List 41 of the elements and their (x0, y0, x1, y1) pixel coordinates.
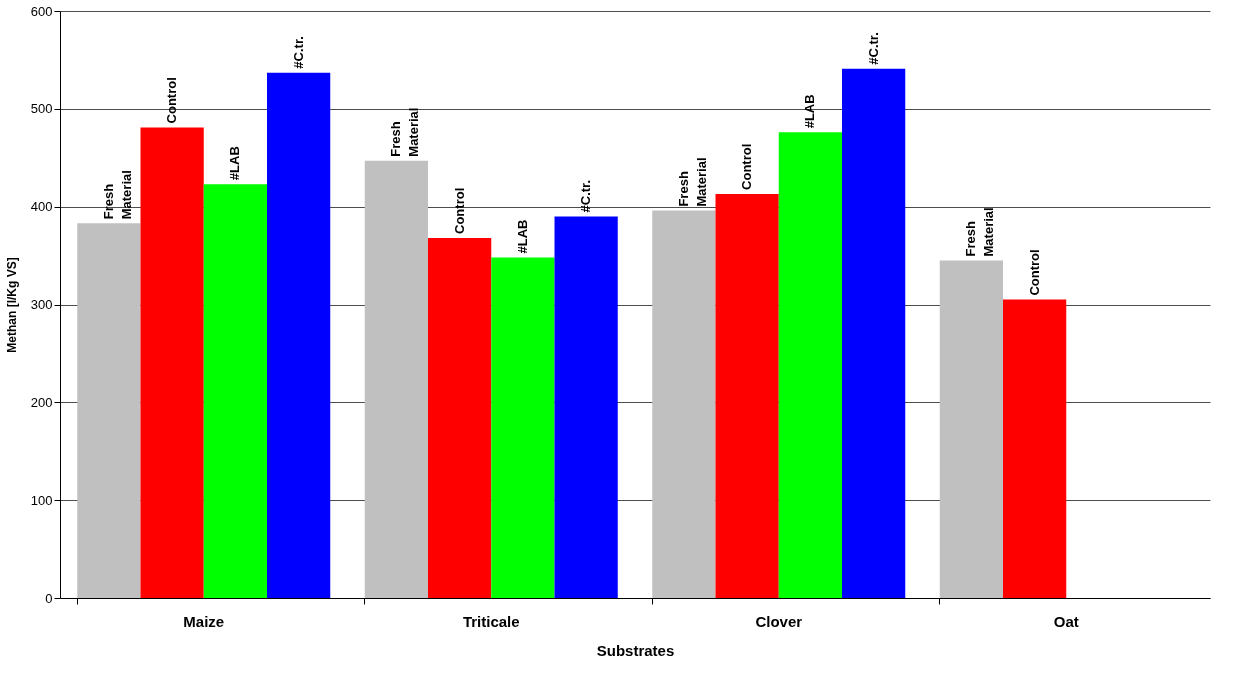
bar (554, 216, 618, 598)
y-tick-label: 300 (30, 297, 53, 312)
bar (491, 257, 555, 598)
y-tick-label: 100 (30, 492, 53, 508)
text: Control (451, 187, 467, 234)
text: Control (739, 143, 755, 190)
text: Fresh Material (100, 170, 134, 220)
text: #C.tr. (578, 179, 594, 213)
y-tick-label: 200 (30, 394, 53, 410)
bar (140, 127, 204, 598)
text: #C.tr. (865, 32, 881, 65)
y-tick-label: 600 (30, 3, 53, 19)
bar (1003, 299, 1067, 598)
y-axis-title: Methan [l/Kg VS] (4, 257, 19, 353)
x-tick-label: Oat (1053, 612, 1079, 630)
x-tick-label: Clover (755, 612, 803, 630)
bar (77, 223, 141, 598)
bar (842, 68, 906, 598)
text: #LAB (227, 146, 243, 181)
bar (715, 193, 779, 598)
bar (939, 260, 1003, 598)
bar (652, 210, 716, 598)
bar (203, 184, 267, 598)
text: #LAB (514, 219, 530, 254)
text: #LAB (802, 94, 818, 129)
y-tick-label: 500 (30, 101, 53, 117)
text: Control (1026, 249, 1042, 296)
bar (428, 237, 492, 598)
bar (267, 72, 331, 598)
text: #C.tr. (290, 36, 306, 69)
x-axis-title: Substrates (596, 641, 675, 659)
y-tick-label: 400 (30, 199, 53, 215)
x-tick-label: Triticale (462, 612, 520, 630)
bar (778, 132, 842, 598)
text: Control (164, 77, 180, 124)
text: Fresh Material (675, 157, 709, 207)
bar (364, 160, 428, 598)
text: Fresh Material (388, 107, 422, 157)
x-tick-label: Maize (183, 612, 225, 630)
y-tick-label: 0 (45, 590, 53, 606)
text: Fresh Material (963, 207, 997, 257)
